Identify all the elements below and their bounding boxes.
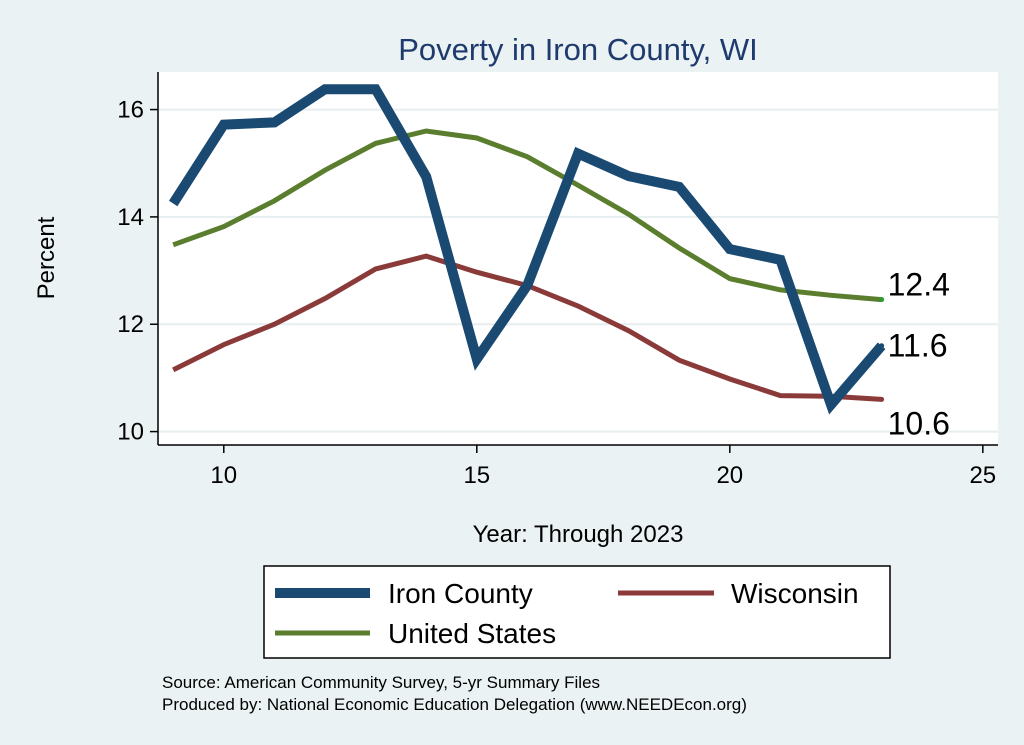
end-label-iron-county: 11.6 [888, 328, 948, 364]
y-tick-label: 10 [117, 419, 144, 446]
end-marker-wisconsin [879, 396, 885, 402]
legend-box [263, 565, 891, 659]
series-line-iron-county [168, 84, 886, 415]
legend-label-united-states: United States [388, 618, 556, 649]
plot-background [158, 72, 998, 445]
end-marker-united-states [879, 297, 885, 303]
y-tick-label: 12 [117, 311, 144, 338]
x-axis-title: Year: Through 2023 [473, 521, 684, 548]
x-tick-label: 10 [210, 462, 237, 489]
series-line-united-states [172, 128, 882, 303]
plot-area: 10 12 14 16 10 15 20 25 11.6 10.6 12.4 [117, 72, 998, 489]
y-tick-label: 16 [117, 97, 144, 124]
x-tick-label: 15 [463, 462, 490, 489]
chart-title: Poverty in Iron County, WI [398, 32, 758, 67]
y-tick-label: 14 [117, 204, 144, 231]
x-tick-label: 25 [969, 462, 996, 489]
legend: Iron County Wisconsin United States [263, 565, 891, 659]
y-axis-title: Percent [33, 216, 60, 299]
source-note: Source: American Community Survey, 5-yr … [162, 673, 600, 692]
legend-label-wisconsin: Wisconsin [731, 578, 859, 609]
legend-label-iron-county: Iron County [388, 578, 533, 609]
produced-note: Produced by: National Economic Education… [162, 695, 747, 714]
end-marker-iron-county [879, 343, 885, 349]
end-label-wisconsin: 10.6 [888, 405, 950, 441]
end-label-united-states: 12.4 [888, 267, 950, 303]
x-tick-label: 20 [716, 462, 743, 489]
